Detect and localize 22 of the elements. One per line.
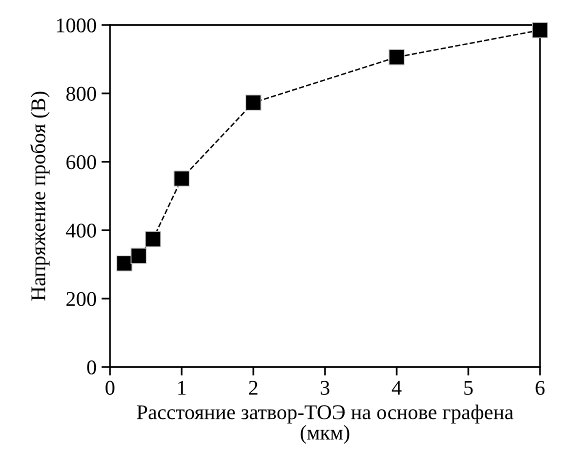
y-tick-label: 1000 xyxy=(56,18,96,32)
point xyxy=(174,170,190,187)
x-axis-title: Расстояние затвор-ТОЭ на основе графена (мкм) xyxy=(136,404,514,444)
y-tick-label: 800 xyxy=(66,86,96,101)
y-tick-label: 400 xyxy=(66,224,96,238)
point xyxy=(388,49,405,66)
x-tick-label: 0 xyxy=(106,380,114,395)
y-tick-label: 600 xyxy=(66,155,96,170)
point xyxy=(144,231,162,248)
y-tick-label: 0 xyxy=(87,360,96,374)
x-tick-label: 6 xyxy=(536,380,545,395)
point xyxy=(116,255,132,272)
x-tick-label: 2 xyxy=(249,380,258,395)
x-tick-label: 3 xyxy=(320,380,330,395)
point xyxy=(130,248,147,264)
x-tick-label: 1 xyxy=(178,380,186,395)
point xyxy=(532,22,548,38)
y-axis-title: Напряжение пробоя (В) xyxy=(30,92,50,301)
y-tick-label: 200 xyxy=(66,292,96,306)
point xyxy=(245,94,262,111)
x-tick-label: 5 xyxy=(464,381,473,395)
x-tick-label: 4 xyxy=(392,380,402,395)
